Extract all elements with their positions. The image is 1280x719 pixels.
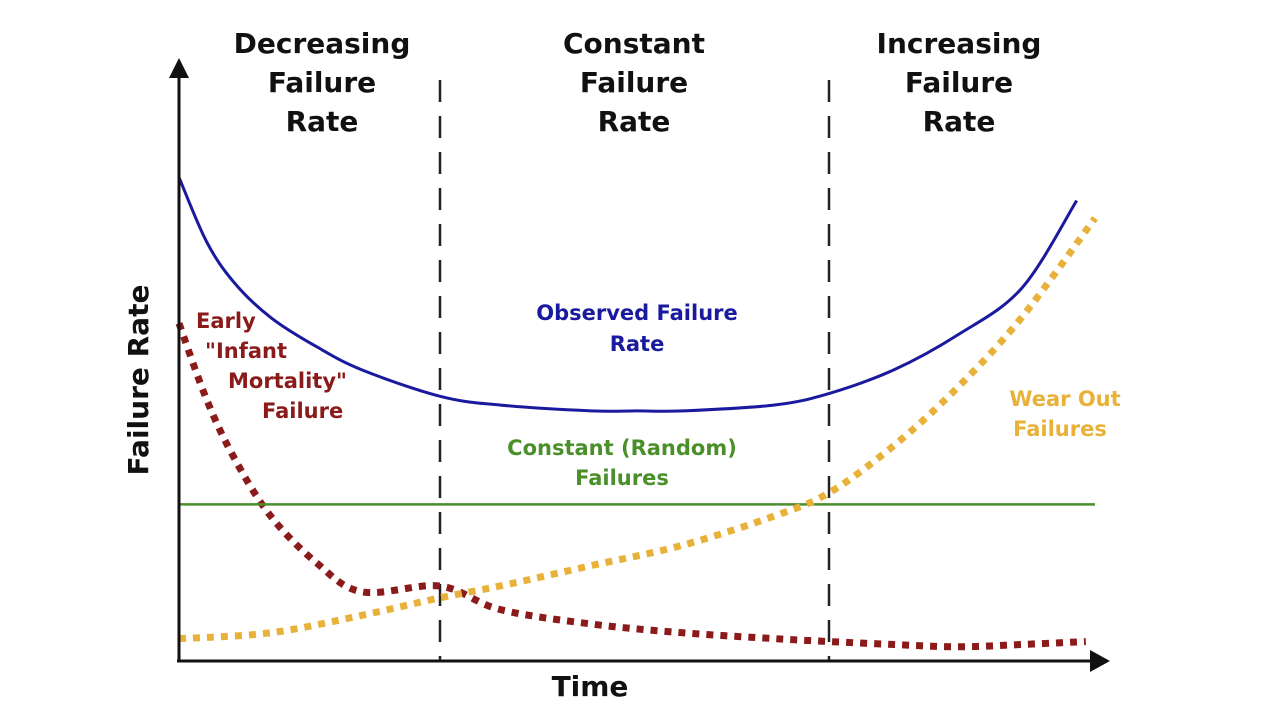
region-title-line: Rate — [598, 105, 671, 138]
series-label-line: Wear Out — [1009, 387, 1120, 411]
region-title-line: Failure — [580, 66, 688, 99]
region-title-line: Increasing — [877, 27, 1042, 60]
series-label-line: Failures — [1013, 417, 1107, 441]
wear-out-label: Wear Out Failures — [1009, 387, 1120, 441]
region-dividers — [438, 80, 831, 662]
region-titles: Decreasing Failure Rate Constant Failure Rate… — [234, 27, 1042, 138]
region-title-line: Decreasing — [234, 27, 411, 60]
series-label-line: Mortality" — [228, 369, 347, 393]
region-title-line: Failure — [268, 66, 376, 99]
region-title-line: Rate — [923, 105, 996, 138]
region-title: Constant Failure Rate — [563, 27, 705, 138]
series-label-line: Failures — [575, 466, 669, 490]
series-label-line: Rate — [610, 332, 665, 356]
series-label-line: Early — [196, 309, 256, 333]
region-title-line: Failure — [905, 66, 1013, 99]
wear-out-curve — [178, 216, 1098, 643]
series-label-line: Failure — [262, 399, 343, 423]
x-axis-label: Time — [552, 670, 629, 703]
region-title-line: Constant — [563, 27, 705, 60]
observed-failure-rate-curve — [177, 176, 1078, 413]
random-failures-label: Constant (Random) Failures — [507, 436, 737, 490]
series-label-line: "Infant — [205, 339, 287, 363]
region-title: Decreasing Failure Rate — [234, 27, 411, 138]
x-axis-arrow-icon — [1090, 650, 1110, 672]
infant-mortality-label: Early "Infant Mortality" Failure — [196, 309, 347, 423]
y-axis-arrow-icon — [169, 58, 189, 78]
observed-failure-rate-label: Observed Failure Rate — [536, 301, 738, 356]
region-title-line: Rate — [286, 105, 359, 138]
series-label-line: Observed Failure — [536, 301, 738, 325]
series-labels: Observed Failure Rate Early "Infant Mortalit… — [196, 301, 1121, 490]
region-title: Increasing Failure Rate — [877, 27, 1042, 138]
series-label-line: Constant (Random) — [507, 436, 737, 460]
series-layer — [175, 176, 1098, 651]
y-axis-label: Failure Rate — [122, 285, 155, 476]
axes — [169, 58, 1110, 672]
